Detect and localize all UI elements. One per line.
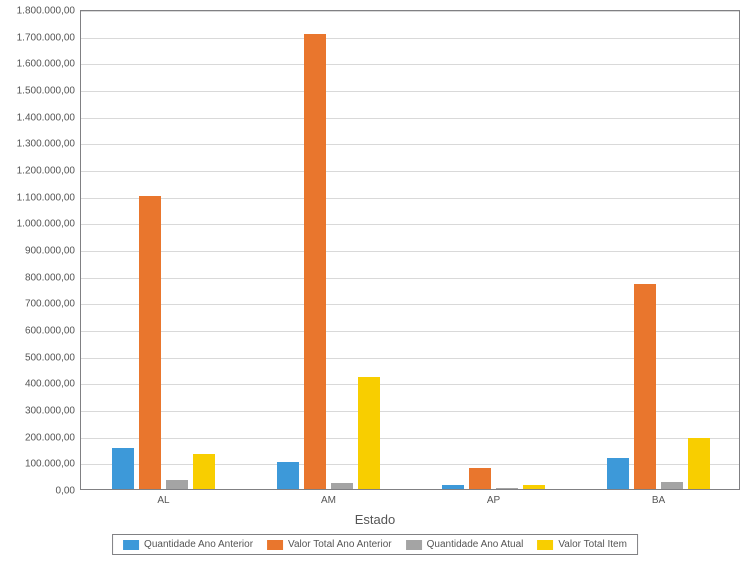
y-tick-label: 600.000,00 xyxy=(25,326,75,337)
bar-valor_total_item xyxy=(523,485,544,489)
y-tick-label: 300.000,00 xyxy=(25,406,75,417)
legend-swatch xyxy=(537,540,553,550)
x-tick-label: AM xyxy=(321,495,336,506)
bar-quantidade_ano_atual xyxy=(331,483,352,489)
plot-area: 0,00100.000,00200.000,00300.000,00400.00… xyxy=(80,10,740,490)
bar-quantidade_ano_anterior xyxy=(442,485,463,489)
gridline xyxy=(81,11,739,12)
x-tick-label: AP xyxy=(487,495,500,506)
bar-quantidade_ano_atual xyxy=(496,488,517,489)
y-tick-label: 1.200.000,00 xyxy=(17,166,75,177)
chart-container: 0,00 100.000,00 200.000,00 300.000,00 400.00… xyxy=(0,0,750,570)
bar-quantidade_ano_anterior xyxy=(607,458,628,489)
bar-valor_total_item xyxy=(358,377,379,489)
y-tick-label: 100.000,00 xyxy=(25,459,75,470)
bar-valor_total_item xyxy=(688,438,709,489)
legend-label: Valor Total Ano Anterior xyxy=(288,539,392,550)
y-tick-label: 0,00 xyxy=(56,486,75,497)
y-tick-label: 1.000.000,00 xyxy=(17,219,75,230)
y-tick-label: 400.000,00 xyxy=(25,379,75,390)
legend-swatch xyxy=(267,540,283,550)
bar-valor_total_ano_anterior xyxy=(469,468,490,489)
y-tick-label: 1.400.000,00 xyxy=(17,112,75,123)
bar-quantidade_ano_anterior xyxy=(277,462,298,489)
y-tick-label: 1.100.000,00 xyxy=(17,192,75,203)
bar-valor_total_ano_anterior xyxy=(139,196,160,489)
gridline xyxy=(81,198,739,199)
bar-valor_total_ano_anterior xyxy=(634,284,655,489)
y-tick-label: 1.300.000,00 xyxy=(17,139,75,150)
gridline xyxy=(81,118,739,119)
legend-label: Valor Total Item xyxy=(558,539,627,550)
legend-swatch xyxy=(123,540,139,550)
legend-item: Valor Total Item xyxy=(537,539,627,550)
bar-valor_total_ano_anterior xyxy=(304,34,325,489)
y-tick-label: 1.500.000,00 xyxy=(17,86,75,97)
gridline xyxy=(81,171,739,172)
x-tick-label: BA xyxy=(652,495,665,506)
legend-label: Quantidade Ano Atual xyxy=(427,539,524,550)
y-tick-label: 900.000,00 xyxy=(25,246,75,257)
y-tick-label: 1.600.000,00 xyxy=(17,59,75,70)
y-tick-label: 1.700.000,00 xyxy=(17,32,75,43)
bar-quantidade_ano_atual xyxy=(661,482,682,489)
y-tick-label: 800.000,00 xyxy=(25,272,75,283)
y-tick-label: 1.800.000,00 xyxy=(17,6,75,17)
legend-item: Quantidade Ano Anterior xyxy=(123,539,253,550)
legend-swatch xyxy=(406,540,422,550)
bar-valor_total_item xyxy=(193,454,214,489)
gridline xyxy=(81,224,739,225)
gridline xyxy=(81,278,739,279)
gridline xyxy=(81,38,739,39)
gridline xyxy=(81,64,739,65)
gridline xyxy=(81,144,739,145)
legend-label: Quantidade Ano Anterior xyxy=(144,539,253,550)
y-tick-label: 500.000,00 xyxy=(25,352,75,363)
y-tick-label: 200.000,00 xyxy=(25,432,75,443)
gridline xyxy=(81,251,739,252)
bar-quantidade_ano_anterior xyxy=(112,448,133,489)
bar-quantidade_ano_atual xyxy=(166,480,187,489)
x-axis-title: Estado xyxy=(355,512,395,527)
legend-item: Valor Total Ano Anterior xyxy=(267,539,392,550)
legend-item: Quantidade Ano Atual xyxy=(406,539,524,550)
gridline xyxy=(81,91,739,92)
x-tick-label: AL xyxy=(157,495,169,506)
y-tick-label: 700.000,00 xyxy=(25,299,75,310)
legend: Quantidade Ano Anterior Valor Total Ano A… xyxy=(112,534,638,555)
